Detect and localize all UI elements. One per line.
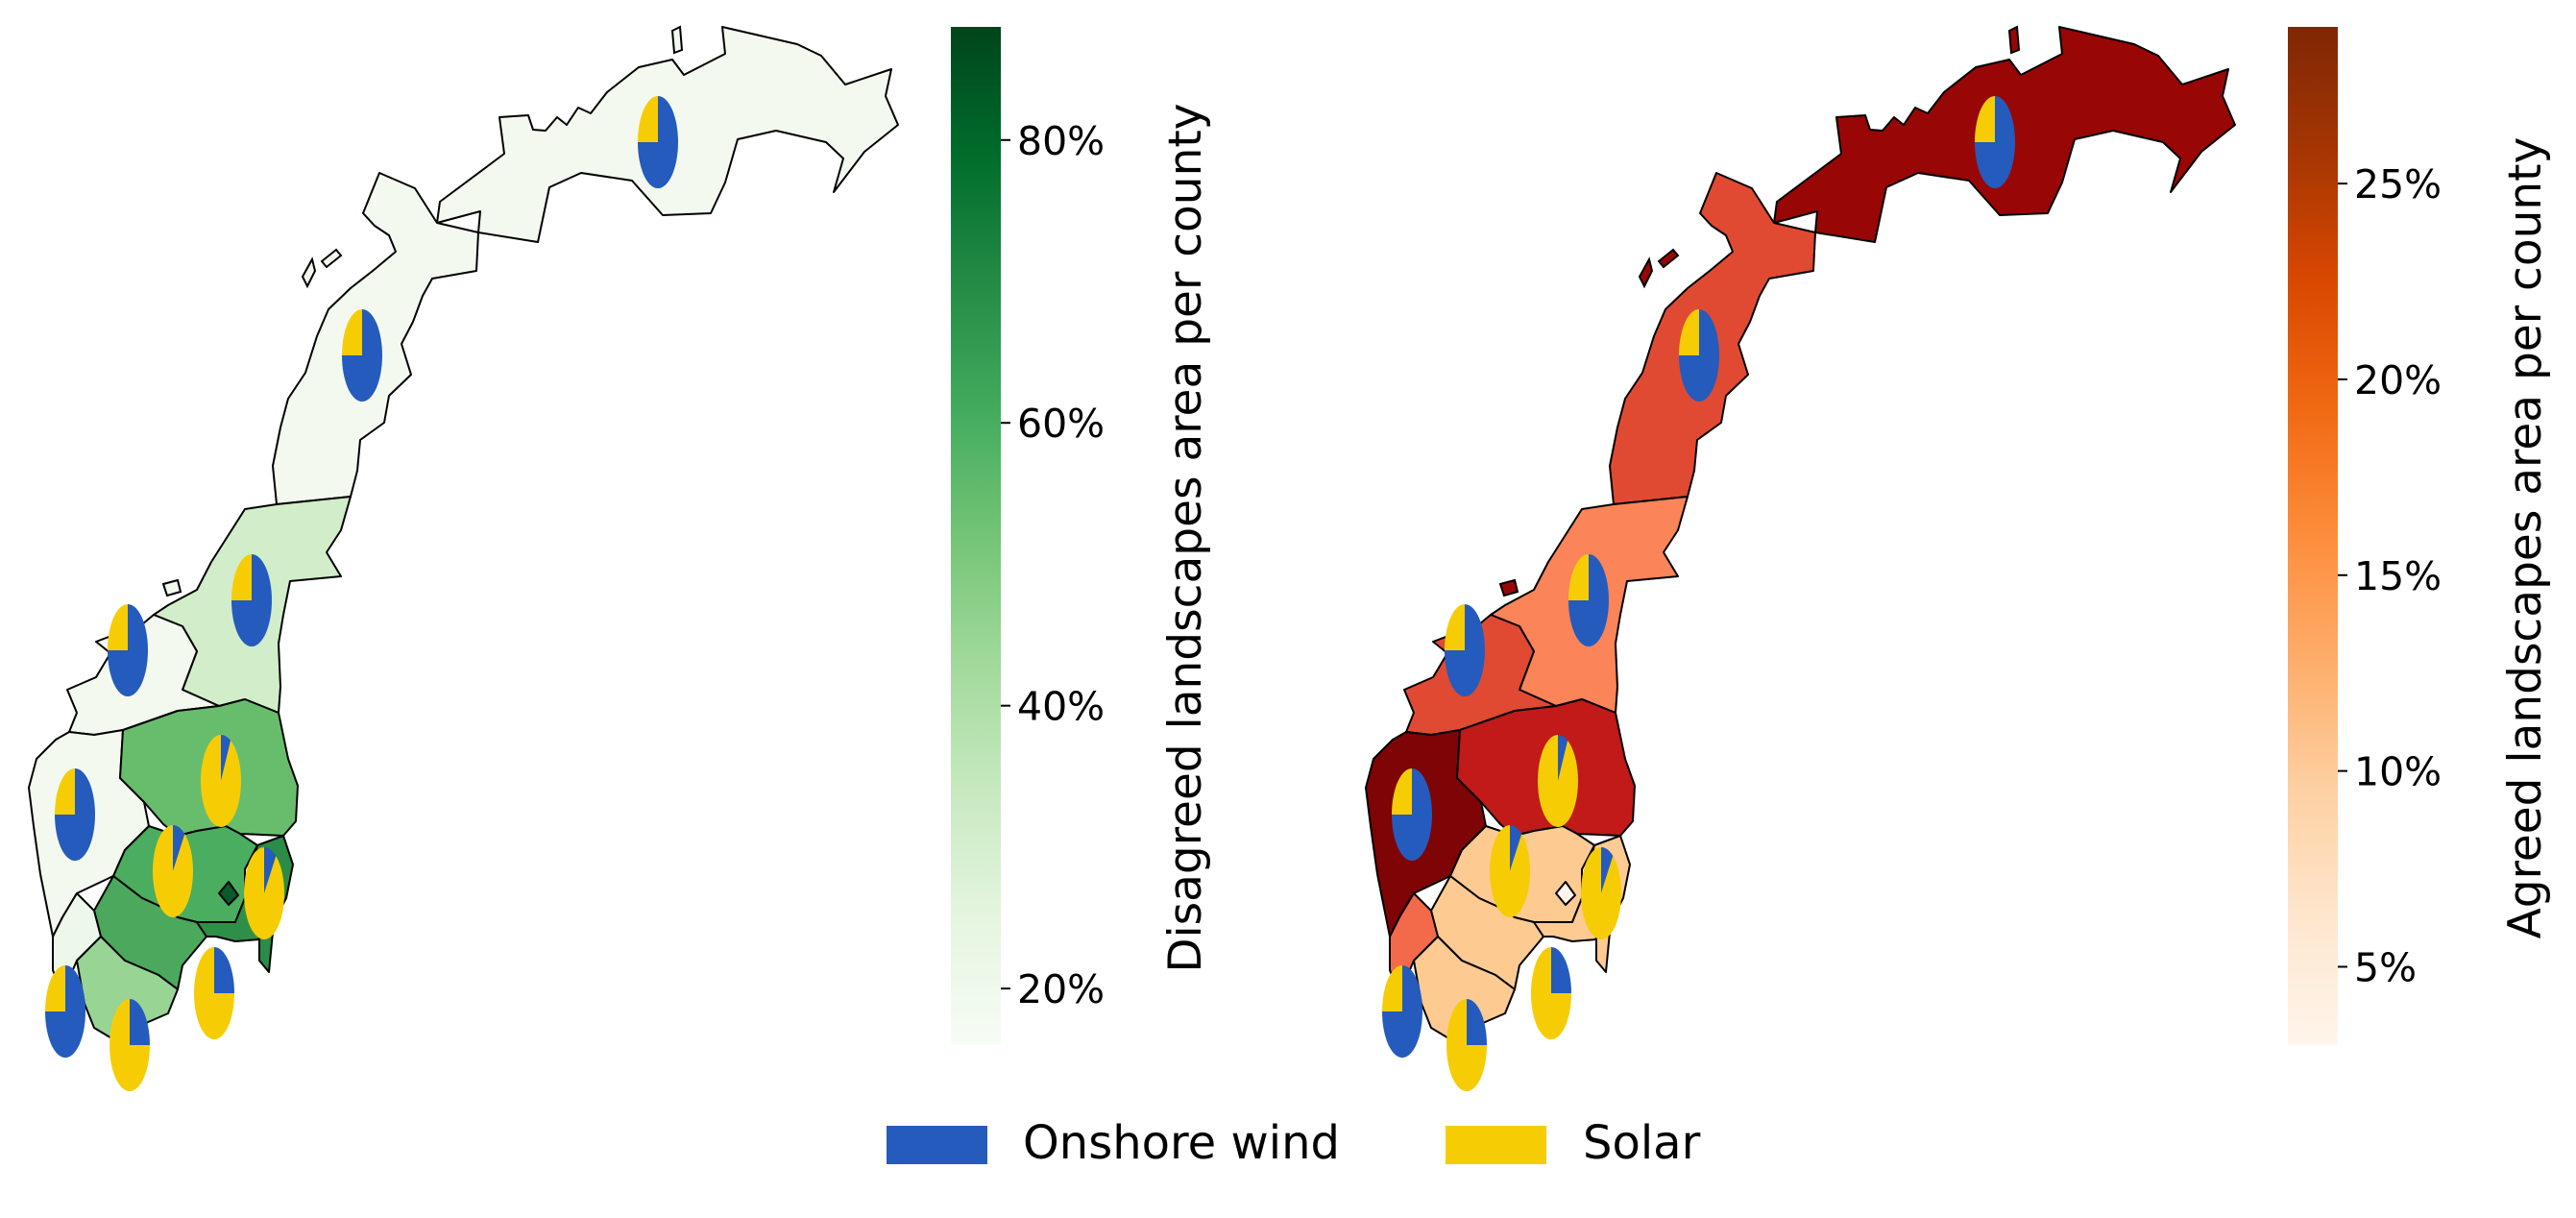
agreed-pie-agder xyxy=(1446,999,1487,1091)
agreed-pie-troms-og-finnmark-solar xyxy=(1975,96,1995,142)
legend-label-onshore-wind: Onshore wind xyxy=(1023,1116,1340,1170)
disagreed-colorbar-tick-label: 20% xyxy=(1017,966,1105,1012)
agreed-pie-more-og-romsdal xyxy=(1445,604,1485,696)
agreed-pie-viken-wind xyxy=(1510,825,1522,871)
agreed-colorbar-label: Agreed landscapes area per county xyxy=(2499,137,2552,939)
disagreed-island-2 xyxy=(320,248,343,269)
disagreed-pie-viken xyxy=(153,825,194,918)
agreed-pie-innlandet-wind xyxy=(1558,735,1568,781)
disagreed-pie-ostfold-solar xyxy=(244,847,284,939)
disagreed-pie-agder xyxy=(109,999,150,1091)
disagreed-colorbar-tick-label: 40% xyxy=(1017,684,1105,730)
agreed-pie-vestfold-og-telemark xyxy=(1531,947,1571,1039)
agreed-pie-ostfold-solar xyxy=(1581,847,1622,940)
disagreed-colorbar-ticks: 20% 40% 60% 80% xyxy=(1001,118,1105,1012)
disagreed-pie-troms-og-finnmark-solar xyxy=(638,96,658,142)
disagreed-county-oslo xyxy=(218,881,239,906)
legend-label-solar: Solar xyxy=(1583,1116,1701,1170)
disagreed-pie-troms-og-finnmark xyxy=(638,96,678,188)
agreed-colorbar-tick-label: 25% xyxy=(2354,161,2442,207)
agreed-pie-vestland-solar xyxy=(1392,768,1412,815)
agreed-colorbar-tick-label: 10% xyxy=(2354,749,2442,795)
disagreed-pie-rogaland-solar xyxy=(45,965,65,1011)
disagreed-pie-vestland-solar xyxy=(55,768,75,815)
agreed-pie-nordland-solar xyxy=(1679,309,1699,355)
agreed-pie-ostfold xyxy=(1581,847,1622,940)
agreed-pie-vestland xyxy=(1392,768,1432,861)
agreed-island-3 xyxy=(1498,578,1519,597)
agreed-island-0 xyxy=(2007,25,2021,55)
disagreed-pie-innlandet-wind xyxy=(221,735,231,781)
disagreed-pie-vestland xyxy=(55,768,95,861)
agreed-pie-viken xyxy=(1490,825,1531,918)
disagreed-pie-viken-solar xyxy=(153,825,194,918)
agreed-pie-agder-solar xyxy=(1446,999,1487,1091)
legend: Onshore wind Solar xyxy=(887,1116,1701,1170)
agreed-pie-agder-wind xyxy=(1467,999,1487,1045)
agreed-pie-trondelag-solar xyxy=(1568,554,1589,600)
agreed-pie-rogaland xyxy=(1382,965,1422,1058)
disagreed-pie-vestfold-og-telemark-solar xyxy=(194,947,234,1039)
agreed-colorbar-tick-label: 5% xyxy=(2354,944,2417,990)
legend-swatch-solar xyxy=(1446,1126,1546,1164)
disagreed-pie-rogaland xyxy=(45,965,85,1058)
disagreed-colorbar-gradient xyxy=(951,27,1001,1045)
disagreed-pie-vestfold-og-telemark-wind xyxy=(214,947,234,993)
agreed-pie-rogaland-solar xyxy=(1382,965,1402,1011)
disagreed-pie-vestfold-og-telemark xyxy=(194,947,234,1039)
disagreed-pie-nordland-solar xyxy=(342,309,362,355)
disagreed-pie-agder-wind xyxy=(130,999,150,1045)
agreed-pie-viken-solar xyxy=(1490,825,1531,918)
agreed-colorbar-ticks: 5% 10% 15% 20% 25% xyxy=(2338,161,2442,990)
disagreed-pie-trondelag xyxy=(231,554,272,646)
disagreed-map-pies xyxy=(45,96,678,1091)
disagreed-island-1 xyxy=(301,256,317,289)
disagreed-island-3 xyxy=(161,578,182,597)
disagreed-pie-trondelag-solar xyxy=(231,554,252,600)
disagreed-colorbar-tick-label: 60% xyxy=(1017,401,1105,447)
disagreed-pie-ostfold-wind xyxy=(264,847,277,893)
disagreed-pie-nordland xyxy=(342,309,382,402)
agreed-pie-more-og-romsdal-solar xyxy=(1445,604,1465,650)
disagreed-colorbar-tick-label: 80% xyxy=(1017,118,1105,164)
agreed-colorbar-tick-label: 15% xyxy=(2354,553,2442,599)
agreed-pie-troms-og-finnmark xyxy=(1975,96,2015,188)
disagreed-colorbar-label: Disagreed landscapes area per county xyxy=(1159,103,1212,972)
agreed-pie-vestfold-og-telemark-solar xyxy=(1531,947,1571,1039)
disagreed-pie-ostfold xyxy=(244,847,284,939)
disagreed-pie-more-og-romsdal-solar xyxy=(108,604,128,650)
disagreed-pie-viken-wind xyxy=(173,825,185,871)
agreed-county-oslo xyxy=(1555,881,1576,906)
agreed-pie-innlandet-solar xyxy=(1538,735,1579,827)
disagreed-pie-more-og-romsdal xyxy=(108,604,148,696)
agreed-island-2 xyxy=(1657,248,1680,269)
disagreed-pie-innlandet xyxy=(201,735,242,827)
agreed-colorbar: 5% 10% 15% 20% 25% Agreed landscapes area pe… xyxy=(2288,27,2552,1045)
agreed-colorbar-gradient xyxy=(2288,27,2338,1045)
agreed-island-1 xyxy=(1638,256,1654,289)
agreed-pie-trondelag xyxy=(1568,554,1609,646)
disagreed-pie-innlandet-solar xyxy=(201,735,242,827)
agreed-map-pies xyxy=(1382,96,2015,1091)
disagreed-colorbar: 20% 40% 60% 80% Disagreed landscapes area p… xyxy=(951,27,1212,1045)
disagreed-island-0 xyxy=(670,25,684,55)
agreed-pie-vestfold-og-telemark-wind xyxy=(1551,947,1571,993)
agreed-colorbar-tick-label: 20% xyxy=(2354,357,2442,403)
disagreed-pie-agder-solar xyxy=(109,999,150,1091)
agreed-pie-innlandet xyxy=(1538,735,1579,827)
agreed-pie-ostfold-wind xyxy=(1601,847,1614,893)
agreed-pie-nordland xyxy=(1679,309,1719,402)
legend-swatch-onshore-wind xyxy=(887,1126,987,1164)
